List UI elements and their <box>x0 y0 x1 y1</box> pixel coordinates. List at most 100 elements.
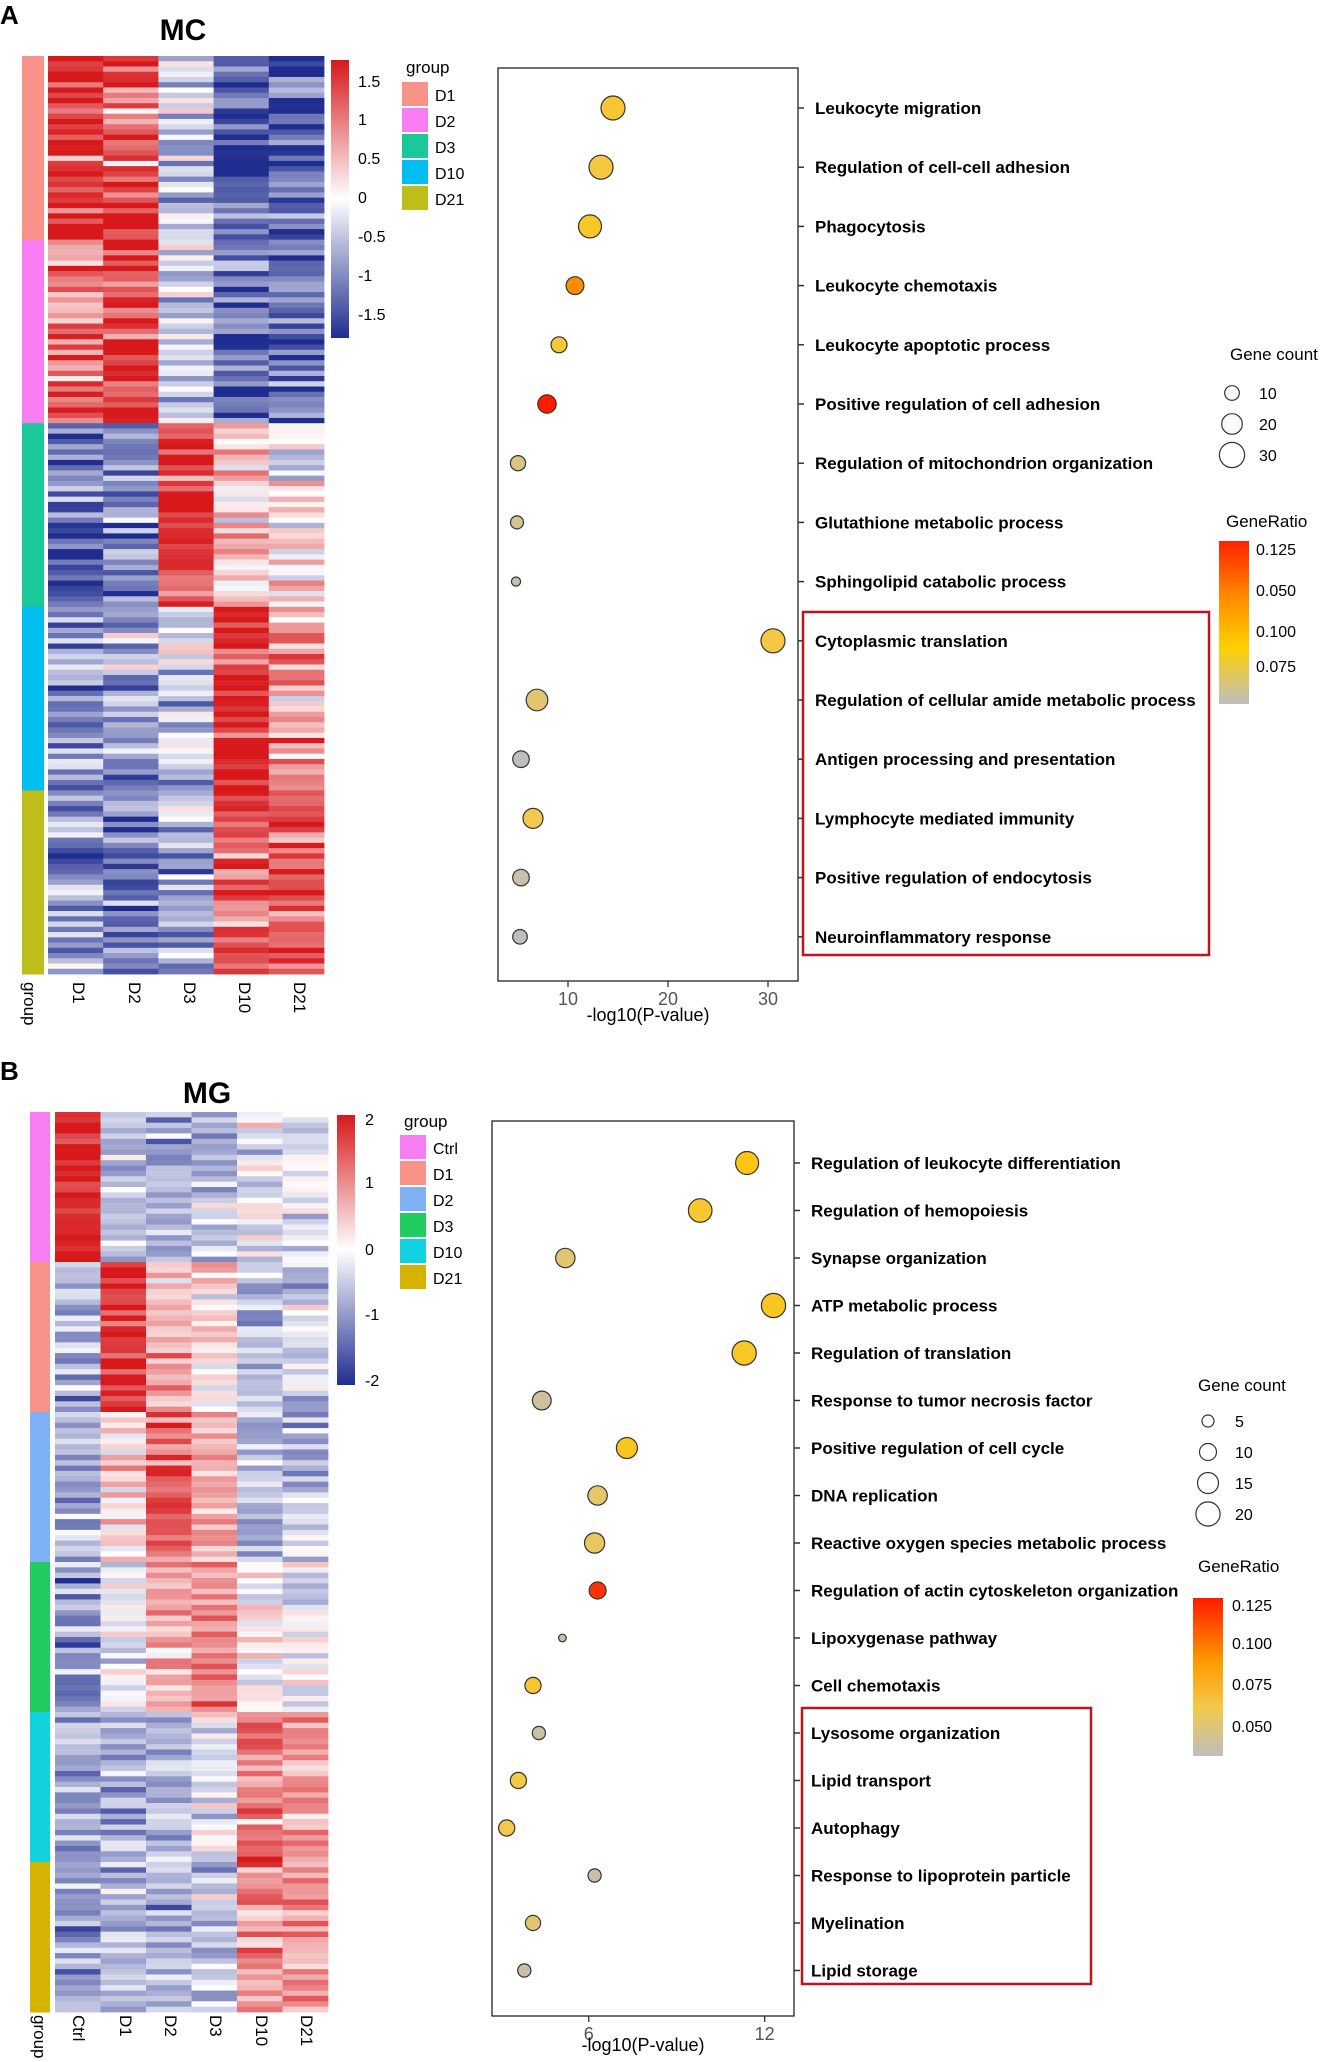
heatmap-cell <box>100 1808 147 1815</box>
heatmap-cell <box>146 1460 192 1466</box>
heatmap-cell <box>268 339 325 345</box>
heatmap-cell <box>268 669 325 676</box>
heatmap-cell <box>191 1460 238 1466</box>
heatmap-cell <box>213 229 270 235</box>
heatmap-cell <box>268 785 325 791</box>
heatmap-cell <box>55 1444 101 1450</box>
heatmap-cell <box>55 1883 101 1890</box>
heatmap-cell <box>103 748 159 755</box>
heatmap-cell <box>48 564 104 571</box>
heatmap-cell <box>158 92 214 99</box>
heatmap-cell <box>268 150 325 157</box>
heatmap-cell <box>191 1176 238 1183</box>
heatmap-cell <box>103 507 159 513</box>
heatmap-cell <box>213 465 270 471</box>
heatmap-cell <box>213 617 270 623</box>
heatmap-cell <box>191 1487 238 1493</box>
heatmap-cell <box>191 1744 238 1750</box>
heatmap-cell <box>55 1947 101 1954</box>
heatmap-cell <box>100 1112 147 1118</box>
dot <box>760 1292 787 1319</box>
heatmap-cell <box>103 496 159 503</box>
heatmap-cell <box>213 187 270 193</box>
heatmap-cell <box>48 512 104 519</box>
heatmap-cell <box>158 968 214 975</box>
heatmap-cell <box>55 1353 101 1359</box>
heatmap-cell <box>191 1969 238 1975</box>
heatmap-cell <box>268 958 325 964</box>
heatmap-cell <box>237 1722 283 1729</box>
heatmap-cell <box>191 1653 238 1659</box>
heatmap-cell <box>268 911 325 917</box>
heatmap-cell <box>282 1213 329 1220</box>
heatmap-cell <box>48 968 104 975</box>
heatmap-cell <box>213 297 270 303</box>
heatmap-cell <box>158 963 214 970</box>
group-bar-segment <box>22 56 44 241</box>
heatmap-cell <box>191 1910 238 1916</box>
heatmap-cell <box>191 1813 238 1820</box>
heatmap-cell <box>103 937 159 943</box>
heatmap-cell <box>158 475 214 482</box>
panel-a-heatmap-column-labels: group D1 D2 D3 D10 D21 <box>20 982 309 1025</box>
heatmap-cell <box>48 292 104 298</box>
heatmap-cell <box>282 1337 329 1343</box>
heatmap-cell <box>55 1679 101 1686</box>
heatmap-cell <box>55 1245 101 1252</box>
heatmap-cell <box>158 580 214 587</box>
heatmap-cell <box>213 66 270 73</box>
heatmap-cell <box>237 1953 283 1959</box>
heatmap-cell <box>48 727 104 734</box>
heatmap-cell <box>100 1229 147 1236</box>
term-label: Regulation of leukocyte differentiation <box>811 1154 1121 1173</box>
heatmap-cell <box>282 1262 329 1268</box>
heatmap-cell <box>48 501 104 508</box>
heatmap-cell <box>213 706 270 713</box>
heatmap-cell <box>55 1829 101 1836</box>
heatmap-cell <box>158 947 214 954</box>
heatmap-cell <box>100 1545 147 1552</box>
heatmap-cell <box>158 591 214 597</box>
heatmap-cell <box>213 334 270 340</box>
heatmap-cell <box>55 1128 101 1134</box>
heatmap-cell <box>191 1122 238 1129</box>
heatmap-cell <box>146 1728 192 1734</box>
heatmap-cell <box>237 1620 283 1627</box>
heatmap-cell <box>55 1503 101 1509</box>
heatmap-cell <box>103 328 159 335</box>
heatmap-cell <box>213 292 270 298</box>
heatmap-cell <box>158 396 214 403</box>
heatmap-cell <box>48 816 104 823</box>
dot <box>512 928 528 945</box>
heatmap-cell <box>55 1508 101 1515</box>
heatmap-cell <box>48 601 104 608</box>
heatmap-cell <box>282 1545 329 1552</box>
heatmap-cell <box>268 360 325 366</box>
heatmap-cell <box>213 97 270 104</box>
heatmap-cell <box>191 1187 238 1193</box>
heatmap-cell <box>268 748 325 755</box>
heatmap-cell <box>237 1990 283 1997</box>
heatmap-cell <box>268 187 325 193</box>
heatmap-cell <box>191 1604 238 1611</box>
heatmap-cell <box>48 633 104 639</box>
heatmap-cell <box>158 166 214 172</box>
heatmap-cell <box>146 1213 192 1220</box>
term-label: Lymphocyte mediated immunity <box>815 809 1075 828</box>
heatmap-cell <box>100 1845 147 1852</box>
heatmap-cell <box>48 465 104 471</box>
group-legend-swatch <box>402 108 428 132</box>
heatmap-cell <box>100 1299 147 1306</box>
heatmap-cell <box>146 1829 192 1836</box>
heatmap-cell <box>282 1594 329 1600</box>
heatmap-cell <box>55 1213 101 1220</box>
heatmap-cell <box>48 166 104 172</box>
heatmap-cell <box>237 1454 283 1461</box>
heatmap-cell <box>100 1165 147 1172</box>
heatmap-cell <box>146 1176 192 1183</box>
heatmap-cell <box>191 1165 238 1172</box>
heatmap-cell <box>213 475 270 482</box>
heatmap-cell <box>158 234 214 240</box>
heatmap-cell <box>191 1342 238 1349</box>
heatmap-cell <box>100 1749 147 1756</box>
